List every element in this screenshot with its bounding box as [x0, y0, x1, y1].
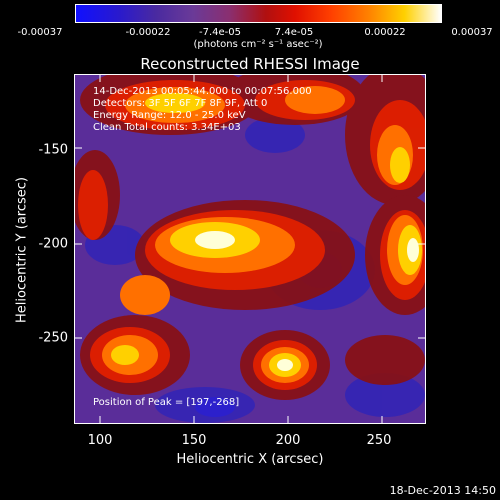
x-tick-label: 200: [275, 433, 301, 448]
x-tick-label: 250: [366, 433, 392, 448]
colorbar-tick: 0.00037: [451, 27, 493, 38]
timestamp: 18-Dec-2013 14:50: [389, 484, 496, 497]
plot-frame: [74, 74, 426, 424]
x-axis-label: Heliocentric X (arcsec): [176, 452, 324, 467]
colorbar: [75, 4, 442, 23]
energy-range: Energy Range: 12.0 - 25.0 keV: [93, 110, 246, 121]
time-range: 14-Dec-2013 00:05:44.000 to 00:07:56.000: [93, 86, 312, 97]
colorbar-tick: 0.00022: [364, 27, 406, 38]
colorbar-tick: -0.00022: [125, 27, 171, 38]
peak-position: Position of Peak = [197,-268]: [93, 397, 240, 408]
y-tick-label: -200: [38, 236, 68, 252]
colorbar-tick: 7.4e-05: [274, 27, 314, 38]
colorbar-unit-label: (photons cm⁻² s⁻¹ asec⁻²): [193, 39, 323, 50]
y-tick-label: -250: [38, 330, 68, 346]
clean-counts: Clean Total counts: 3.34E+03: [93, 122, 241, 133]
detectors-info: Detectors: 3F 5F 6F 7F 8F 9F, Att 0: [93, 98, 268, 109]
plot-title: Reconstructed RHESSI Image: [140, 55, 360, 73]
y-tick-label: -150: [38, 142, 68, 158]
rhessi-image: [75, 75, 425, 423]
colorbar-tick: -0.00037: [17, 27, 63, 38]
colorbar-tick: -7.4e-05: [199, 27, 241, 38]
x-tick-label: 150: [181, 433, 207, 448]
y-axis-label: Heliocentric Y (arcsec): [14, 177, 30, 323]
x-tick-label: 100: [87, 433, 113, 448]
